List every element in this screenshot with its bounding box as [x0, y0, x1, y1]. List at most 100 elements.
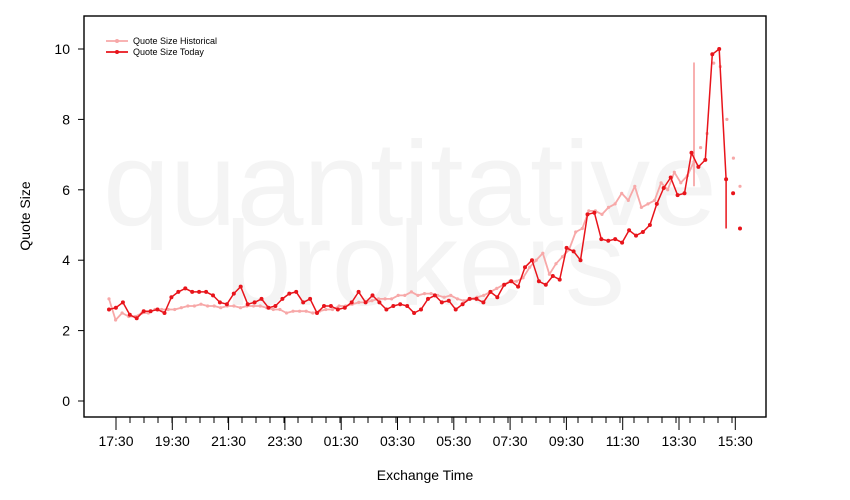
data-point: [271, 307, 275, 312]
data-point: [120, 311, 124, 315]
data-point: [330, 307, 335, 312]
data-point: [449, 293, 453, 297]
data-point: [509, 279, 514, 284]
data-point: [199, 302, 203, 306]
data-point: [731, 191, 736, 196]
x-tick-label: 03:30: [380, 433, 415, 449]
data-point: [481, 300, 486, 305]
data-point: [238, 306, 243, 310]
data-point: [204, 289, 209, 294]
data-point: [606, 238, 611, 243]
data-point: [166, 307, 170, 312]
x-tick-label: 07:30: [493, 433, 528, 449]
data-point: [557, 277, 562, 282]
data-point: [113, 305, 118, 310]
data-point: [738, 184, 742, 188]
data-point: [541, 251, 545, 255]
data-point: [173, 307, 177, 312]
legend: Quote Size Historical Quote Size Today: [106, 36, 217, 57]
x-tick-label: 05:30: [436, 433, 471, 449]
data-point: [363, 300, 368, 305]
data-point: [627, 228, 632, 233]
data-point: [731, 156, 736, 160]
data-point: [419, 307, 423, 312]
y-tick-label: 4: [62, 252, 70, 268]
data-point: [536, 279, 541, 284]
legend-marker-today: [115, 50, 119, 54]
data-point: [592, 210, 597, 215]
legend-label-today: Quote Size Today: [133, 47, 204, 57]
data-point: [384, 307, 389, 312]
data-point: [654, 201, 659, 206]
data-point: [679, 181, 683, 185]
data-point: [717, 47, 722, 51]
data-point: [574, 230, 578, 234]
data-point: [634, 233, 638, 238]
data-point: [238, 284, 243, 289]
y-tick-label: 0: [62, 393, 70, 409]
data-point: [682, 191, 687, 196]
data-point: [328, 304, 333, 308]
data-point: [724, 177, 729, 182]
x-tick-label: 09:30: [549, 433, 584, 449]
data-point: [287, 291, 292, 296]
data-point: [703, 157, 708, 162]
data-point: [661, 186, 666, 190]
data-point: [337, 304, 341, 308]
data-point: [606, 205, 611, 209]
data-point: [308, 296, 313, 301]
data-point: [183, 286, 188, 291]
data-point: [626, 198, 630, 202]
data-point: [668, 175, 673, 180]
data-point: [672, 170, 676, 174]
data-point: [554, 262, 558, 266]
data-point: [280, 296, 285, 301]
x-tick-label: 15:30: [718, 433, 753, 449]
data-point: [291, 309, 295, 313]
data-point: [224, 302, 229, 307]
legend-marker-historical: [115, 39, 119, 43]
data-point: [455, 297, 459, 301]
data-point: [160, 307, 164, 312]
series-layer: [107, 47, 742, 322]
data-point: [453, 307, 458, 312]
data-point: [699, 146, 703, 150]
data-point: [482, 293, 486, 297]
data-point: [169, 295, 174, 300]
data-point: [502, 282, 507, 287]
data-point: [666, 188, 670, 192]
data-point: [530, 258, 534, 263]
x-axis-title: Exchange Time: [377, 467, 474, 483]
plot-frame: [83, 15, 767, 418]
data-point: [324, 307, 328, 312]
data-point: [232, 304, 236, 308]
data-point: [311, 311, 315, 315]
data-point: [416, 293, 420, 297]
data-point: [219, 306, 223, 310]
data-point: [315, 311, 319, 315]
data-point: [439, 300, 444, 305]
data-point: [412, 311, 417, 315]
data-point: [141, 309, 146, 314]
data-point: [600, 212, 604, 216]
data-point: [432, 293, 437, 298]
data-point: [620, 191, 624, 195]
data-point: [620, 240, 625, 245]
data-point: [335, 307, 340, 312]
data-point: [162, 311, 167, 315]
data-point: [495, 295, 500, 300]
axis-ticks: 0 2 4 6 8 10 17:30 19:30 21:30 23:30 01:30 03:30 05:…: [54, 41, 753, 449]
y-tick-label: 10: [54, 41, 70, 57]
data-point: [179, 306, 183, 310]
data-point: [252, 300, 257, 305]
data-point: [403, 293, 407, 297]
data-point: [245, 302, 250, 307]
data-point: [580, 226, 584, 231]
data-point: [322, 304, 326, 308]
data-point: [231, 291, 236, 296]
data-point: [613, 202, 617, 206]
data-point: [738, 226, 742, 231]
data-point: [259, 296, 264, 301]
data-point: [585, 212, 590, 217]
